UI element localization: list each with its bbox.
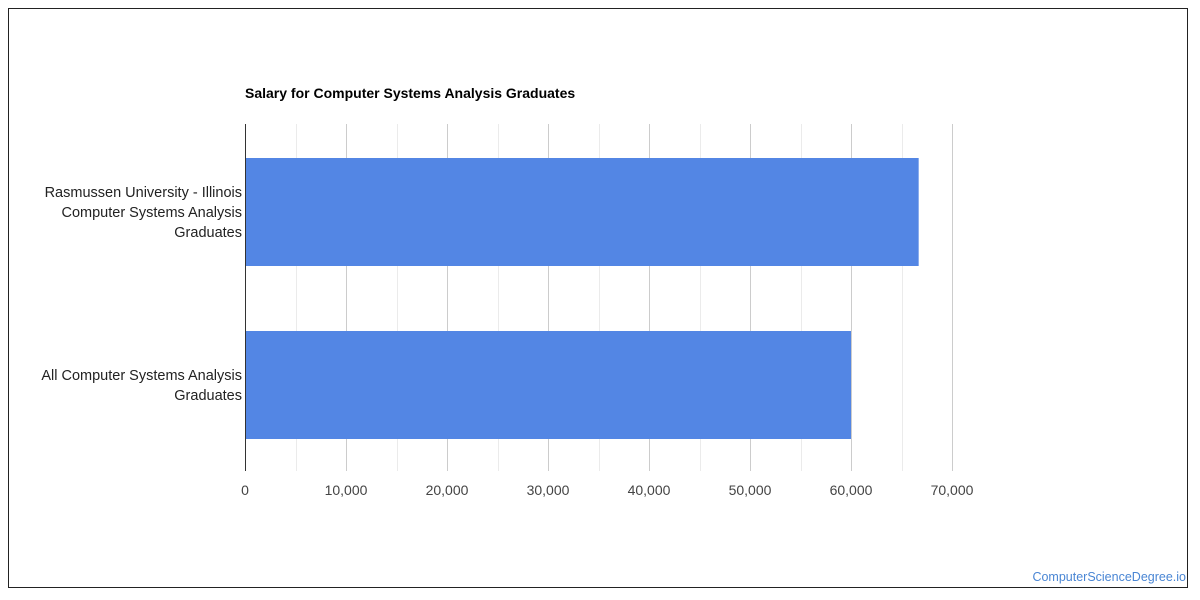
chart-frame xyxy=(8,8,1188,588)
x-tick-label: 30,000 xyxy=(527,482,570,498)
x-tick-label: 50,000 xyxy=(729,482,772,498)
x-tick-label: 60,000 xyxy=(830,482,873,498)
bar-layer xyxy=(245,158,919,439)
label-layer: 0 10,000 20,000 30,000 40,000 50,000 60,000 70,… xyxy=(41,185,973,498)
x-tick-label: 20,000 xyxy=(426,482,469,498)
x-tick-label: 0 xyxy=(241,482,249,498)
bar xyxy=(245,331,851,439)
watermark: ComputerScienceDegree.io xyxy=(1032,570,1186,584)
category-label: Rasmussen University - Illinois Computer … xyxy=(45,185,242,241)
x-tick-label: 70,000 xyxy=(931,482,974,498)
chart-title: Salary for Computer Systems Analysis Gra… xyxy=(245,85,576,101)
bar xyxy=(245,158,919,266)
x-tick-label: 40,000 xyxy=(628,482,671,498)
category-label: All Computer Systems Analysis Graduates xyxy=(41,368,242,404)
x-tick-label: 10,000 xyxy=(325,482,368,498)
